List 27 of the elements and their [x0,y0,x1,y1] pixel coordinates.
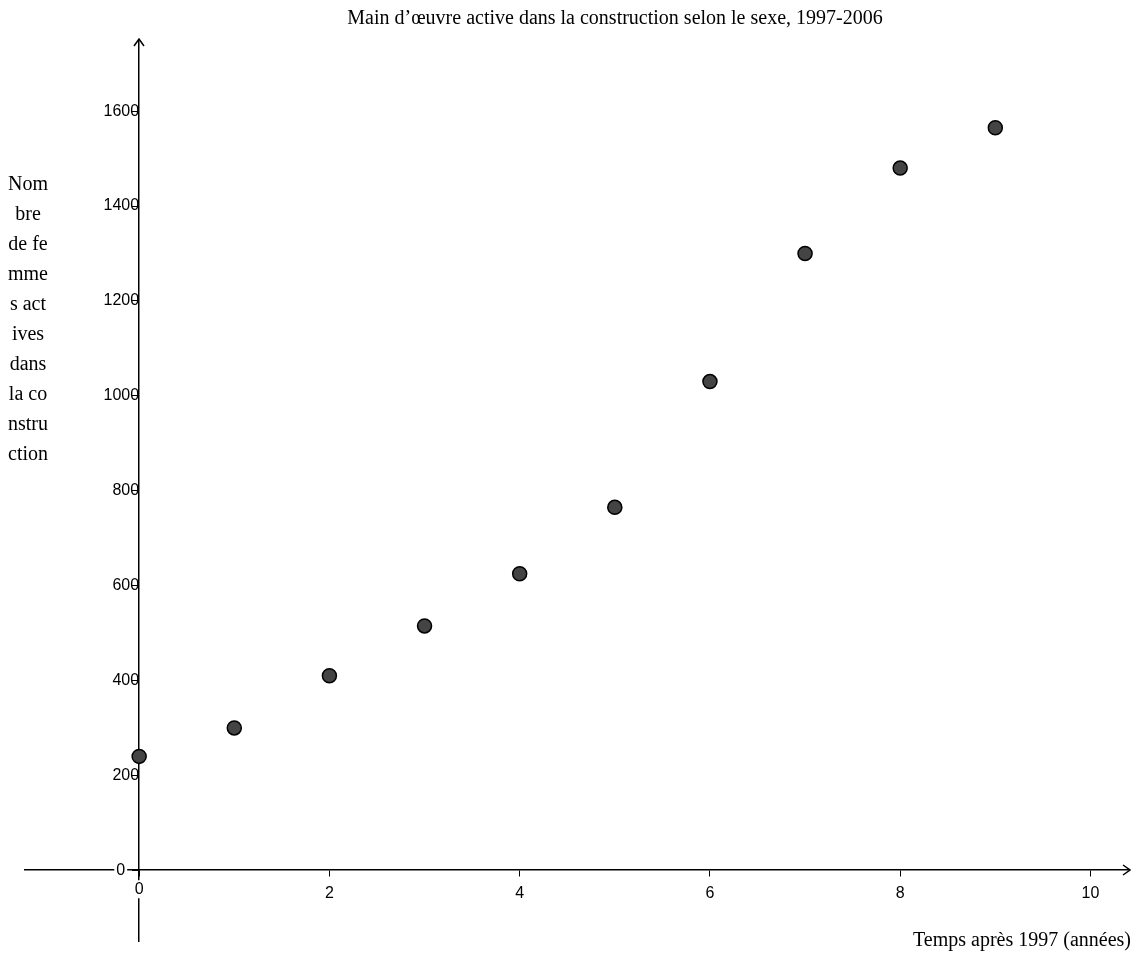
x-axis-title: Temps après 1997 (années) [913,928,1131,951]
y-tick-label: 400 [112,670,140,688]
y-tick-label: 200 [112,765,140,783]
y-tick-label: 800 [112,481,140,499]
point [226,720,243,736]
y-tick-label: 0 [116,860,126,878]
x-tick-label: 10 [1081,884,1100,902]
point [797,245,813,262]
point [321,667,338,684]
x-tick-label: 8 [895,884,905,902]
x-tick-label: 2 [324,884,334,902]
text: Nombre de femmes actives dans la construction [8,172,48,464]
y-tick-label: 1200 [103,291,140,309]
point [131,748,147,765]
y-tick-label: 600 [112,575,140,593]
y-tick-label: 1400 [103,196,140,214]
point [987,120,1004,136]
point [892,160,908,176]
point [607,499,623,516]
point [511,565,528,582]
y-tick-label: 1000 [103,386,140,404]
x-tick-label: 6 [705,884,715,902]
point [702,373,718,390]
y-tick-label: 1600 [103,101,140,119]
x-tick-label: 4 [515,884,525,902]
chart-title: Main d’œuvre active dans la construction selon le sexe, 1997-2006 [346,6,884,29]
point [416,618,433,634]
